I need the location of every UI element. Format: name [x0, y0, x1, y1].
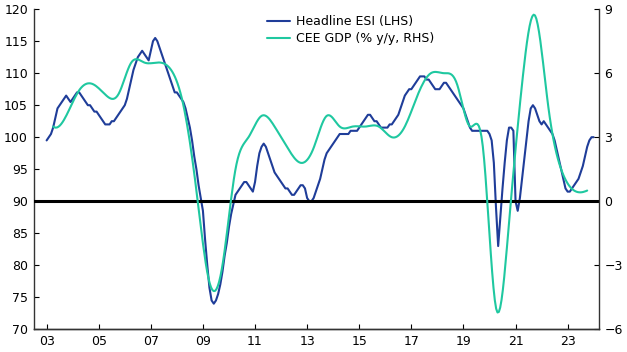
- Headline ESI (LHS): [151, 36, 159, 40]
- CEE GDP (% y/y, RHS): [223, 229, 231, 233]
- Headline ESI (LHS): [260, 142, 268, 146]
- Headline ESI (LHS): [347, 129, 354, 133]
- CEE GDP (% y/y, RHS): [113, 94, 121, 98]
- CEE GDP (% y/y, RHS): [530, 13, 537, 17]
- Legend: Headline ESI (LHS), CEE GDP (% y/y, RHS): Headline ESI (LHS), CEE GDP (% y/y, RHS): [267, 15, 435, 45]
- CEE GDP (% y/y, RHS): [261, 113, 268, 118]
- Headline ESI (LHS): [43, 138, 50, 143]
- Line: CEE GDP (% y/y, RHS): CEE GDP (% y/y, RHS): [53, 15, 587, 313]
- CEE GDP (% y/y, RHS): [386, 133, 393, 138]
- CEE GDP (% y/y, RHS): [438, 71, 445, 75]
- CEE GDP (% y/y, RHS): [493, 310, 501, 315]
- CEE GDP (% y/y, RHS): [50, 124, 57, 128]
- Line: Headline ESI (LHS): Headline ESI (LHS): [46, 38, 594, 304]
- Headline ESI (LHS): [345, 132, 352, 136]
- Headline ESI (LHS): [590, 135, 598, 139]
- Headline ESI (LHS): [210, 302, 218, 306]
- Headline ESI (LHS): [275, 177, 283, 181]
- Headline ESI (LHS): [125, 87, 133, 91]
- CEE GDP (% y/y, RHS): [435, 70, 443, 74]
- CEE GDP (% y/y, RHS): [583, 188, 591, 193]
- Headline ESI (LHS): [529, 103, 537, 107]
